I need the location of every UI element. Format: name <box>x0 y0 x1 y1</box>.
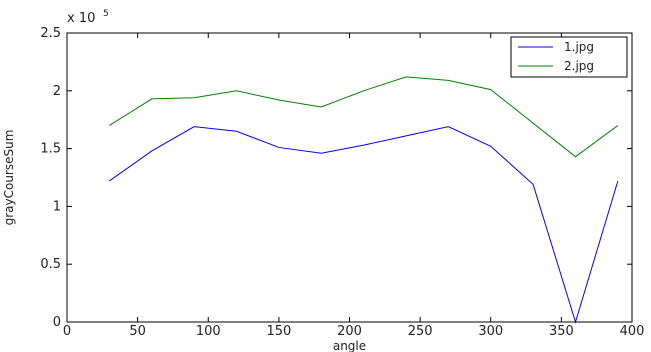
legend-label-2: 2.jpg <box>564 59 594 73</box>
y-multiplier: x 10 5 <box>67 9 109 26</box>
y-tick-label-3: 1.5 <box>40 142 61 157</box>
y-tick-label-1: 0.5 <box>40 257 61 272</box>
ticks-layer: 0 50 100 150 200 250 300 350 400 0 0.5 1 1.5 2 2.5 <box>40 26 644 339</box>
y-tick-label-4: 2 <box>53 84 61 99</box>
x-tick-label-7: 350 <box>549 324 574 339</box>
x-tick-label-3: 150 <box>266 324 291 339</box>
x-tick-label-5: 250 <box>408 324 433 339</box>
x-tick-label-2: 100 <box>196 324 221 339</box>
legend-label-1: 1.jpg <box>564 40 594 54</box>
x-tick-label-8: 400 <box>620 324 645 339</box>
plot-area <box>67 33 632 322</box>
y-multiplier-base: x 10 <box>67 11 95 26</box>
y-axis-label: grayCourseSum <box>2 130 16 226</box>
x-tick-label-4: 200 <box>337 324 362 339</box>
y-tick-label-0: 0 <box>53 315 61 330</box>
series-layer <box>109 76 619 324</box>
y-multiplier-exponent: 5 <box>103 9 109 19</box>
legend: 1.jpg 2.jpg <box>510 36 628 78</box>
legend-box <box>510 36 628 78</box>
y-tick-label-2: 1 <box>53 199 61 214</box>
x-tick-label-6: 300 <box>478 324 503 339</box>
series-line-1 <box>109 126 619 324</box>
y-tick-label-5: 2.5 <box>40 26 61 41</box>
x-tick-label-0: 0 <box>63 324 71 339</box>
x-tick-label-1: 50 <box>129 324 146 339</box>
x-axis-label: angle <box>333 339 366 352</box>
series-line-2 <box>109 76 619 158</box>
